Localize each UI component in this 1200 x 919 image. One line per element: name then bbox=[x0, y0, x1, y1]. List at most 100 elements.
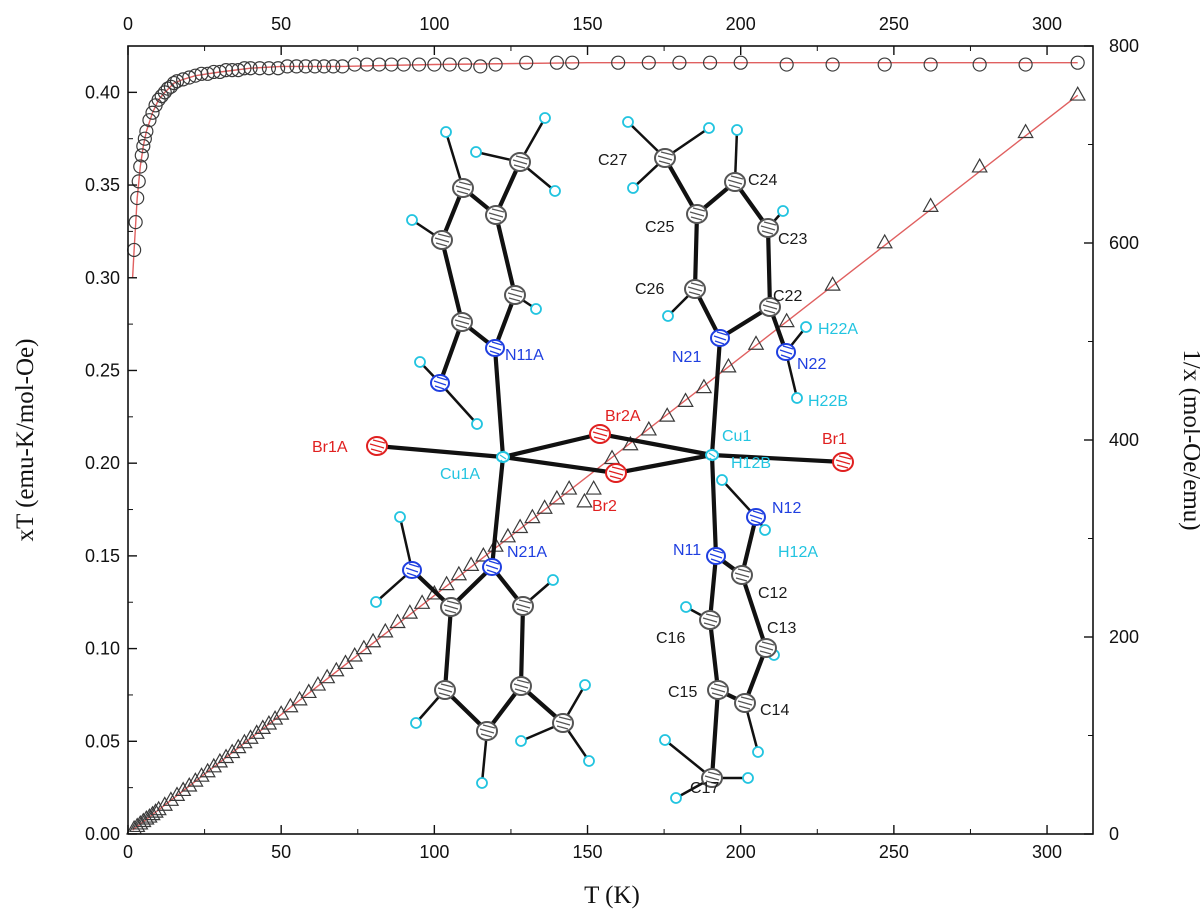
triangle-point bbox=[193, 767, 210, 782]
triangle-point bbox=[475, 547, 492, 562]
circle-point bbox=[519, 55, 534, 70]
circle-point bbox=[134, 148, 149, 163]
bond bbox=[489, 454, 506, 570]
atom-label: N11A bbox=[505, 347, 544, 364]
circle-point bbox=[359, 57, 375, 72]
circle-point bbox=[565, 55, 580, 70]
circle-point bbox=[298, 59, 313, 74]
circle-point bbox=[672, 55, 687, 70]
circle-point bbox=[733, 55, 748, 70]
circle-point bbox=[702, 55, 718, 70]
circle-point bbox=[877, 57, 892, 72]
triangle-point bbox=[248, 724, 265, 739]
triangle-point bbox=[720, 357, 737, 373]
bond bbox=[374, 443, 506, 460]
hydrogen-atom bbox=[549, 185, 561, 197]
circle-point bbox=[271, 61, 286, 76]
circle-point bbox=[411, 57, 427, 72]
x-tick-label-bottom: 250 bbox=[879, 842, 909, 862]
bond bbox=[709, 452, 719, 559]
circle-point bbox=[133, 159, 148, 174]
bond bbox=[662, 155, 700, 217]
atom-hatch bbox=[657, 151, 674, 165]
triangle-point bbox=[499, 527, 517, 543]
x-tick-label-bottom: 150 bbox=[573, 842, 603, 862]
triangle-point bbox=[677, 392, 694, 407]
atom-label: C27 bbox=[598, 152, 627, 169]
x-tick-label-top: 100 bbox=[419, 14, 449, 34]
bond bbox=[765, 225, 773, 310]
atom-hatch bbox=[760, 221, 777, 235]
bond bbox=[492, 345, 506, 460]
atom-hatch bbox=[437, 683, 454, 697]
atom-label: H22A bbox=[818, 321, 858, 338]
hydrogen-atom bbox=[662, 310, 674, 322]
fit-curves bbox=[131, 62, 1079, 831]
y-right-tick-label: 600 bbox=[1109, 233, 1139, 253]
atom-label: C16 bbox=[656, 630, 685, 647]
triangle-point bbox=[266, 710, 284, 725]
circle-point bbox=[488, 57, 503, 72]
atom-hatch bbox=[734, 568, 751, 582]
x-tick-label-bottom: 50 bbox=[271, 842, 291, 862]
triangle-point bbox=[438, 575, 455, 591]
hydrogen-atom bbox=[530, 303, 542, 315]
bond bbox=[500, 454, 619, 476]
y-left-tick-label: 0.05 bbox=[85, 731, 120, 751]
hydrogen-atom bbox=[622, 116, 634, 128]
triangle-point bbox=[223, 743, 241, 759]
circle-point bbox=[372, 57, 387, 72]
triangle-point bbox=[291, 690, 308, 706]
atom-label: C14 bbox=[760, 702, 789, 719]
atom-label: H12A bbox=[778, 544, 818, 561]
hydrogen-atom bbox=[800, 321, 812, 333]
circle-point bbox=[252, 61, 267, 76]
triangle-point bbox=[603, 449, 621, 465]
atom-hatch bbox=[434, 233, 451, 247]
hydrogen-atom bbox=[731, 124, 743, 136]
triangle-point bbox=[236, 733, 253, 749]
x-tick-label-top: 50 bbox=[271, 14, 291, 34]
triangle-point bbox=[309, 676, 327, 691]
bond bbox=[597, 431, 715, 458]
hydrogen-atom bbox=[370, 596, 382, 608]
y-right-tick-label: 200 bbox=[1109, 627, 1139, 647]
triangle-point bbox=[1017, 123, 1034, 139]
hydrogen-atom bbox=[406, 214, 418, 226]
bond bbox=[709, 687, 721, 781]
triangle-point bbox=[511, 518, 529, 534]
x-axis-title: T (K) bbox=[584, 882, 640, 909]
data-points bbox=[125, 55, 1086, 835]
hydrogen-atom bbox=[680, 601, 692, 613]
circle-point bbox=[137, 131, 152, 146]
atom-hatch bbox=[455, 181, 472, 195]
triangle-point bbox=[585, 480, 602, 495]
circle-point bbox=[972, 57, 987, 72]
triangle-point bbox=[778, 312, 795, 328]
triangle-point bbox=[922, 197, 939, 212]
atom-hatch bbox=[704, 771, 721, 785]
hydrogen-atom bbox=[394, 511, 406, 523]
atom-label: N11 bbox=[673, 542, 701, 559]
y-left-tick-label: 0.15 bbox=[85, 546, 120, 566]
atom-label: C26 bbox=[635, 281, 664, 298]
atom-label: C24 bbox=[748, 172, 777, 189]
hydrogen-atom bbox=[579, 679, 591, 691]
triangle-point bbox=[413, 594, 431, 609]
atom-label: H12B bbox=[731, 455, 771, 472]
triangle-point bbox=[1069, 86, 1086, 101]
atom-label: C13 bbox=[767, 620, 796, 637]
circle-point bbox=[457, 57, 473, 72]
triangle-point bbox=[168, 786, 186, 801]
circle-point bbox=[130, 190, 145, 206]
circle-point bbox=[131, 174, 146, 189]
triangle-point bbox=[462, 556, 480, 571]
circle-point bbox=[396, 57, 411, 72]
circle-point bbox=[825, 57, 840, 72]
circle-point bbox=[427, 57, 442, 72]
atom-hatch bbox=[708, 448, 717, 462]
triangle-point bbox=[337, 654, 354, 669]
triangle-point bbox=[401, 604, 419, 619]
triangle-point bbox=[230, 738, 247, 754]
x-tick-label-bottom: 300 bbox=[1032, 842, 1062, 862]
